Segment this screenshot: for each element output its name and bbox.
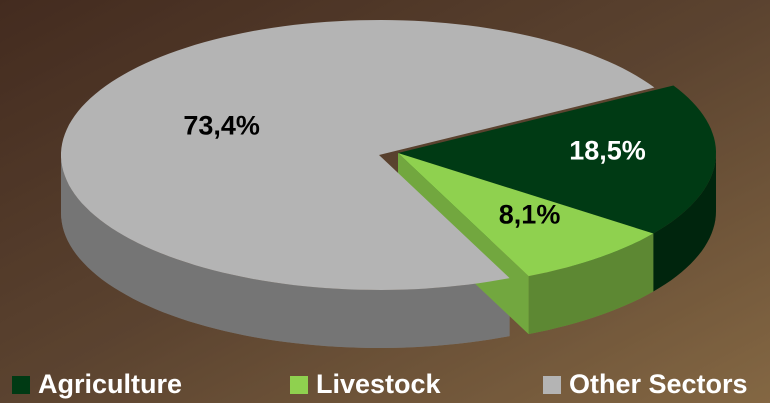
data-label: 73,4%	[183, 111, 260, 141]
slice-side-shade	[528, 233, 654, 335]
slice-side-shade	[61, 155, 510, 348]
slice	[398, 153, 654, 277]
legend-label: Livestock	[316, 369, 442, 399]
legend-label: Other Sectors	[569, 369, 748, 399]
slice-side	[528, 233, 654, 335]
legend-swatch	[543, 376, 561, 394]
legend: Agriculture Livestock Other Sectors	[12, 369, 748, 399]
slice-side	[653, 153, 716, 292]
pie: 18,5% 8,1% 73,4%	[61, 20, 716, 348]
legend-swatch	[12, 376, 30, 394]
slice	[61, 20, 655, 290]
data-label: 18,5%	[569, 135, 646, 165]
slice	[398, 85, 716, 234]
slice-side	[61, 155, 510, 348]
legend-label: Agriculture	[38, 369, 182, 399]
data-label: 8,1%	[499, 200, 561, 230]
slice-side-shade	[653, 153, 716, 292]
legend-swatch	[290, 376, 308, 394]
